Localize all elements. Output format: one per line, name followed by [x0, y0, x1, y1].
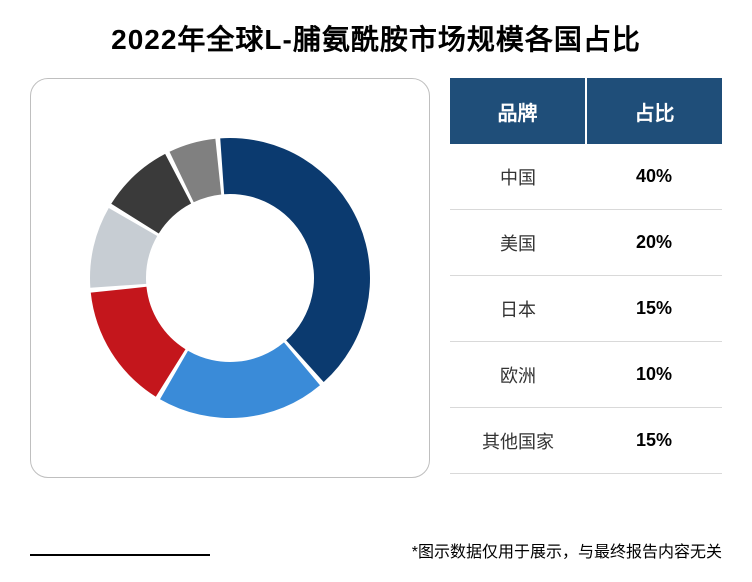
td-value: 15%: [586, 276, 722, 341]
td-value: 15%: [586, 408, 722, 473]
content-row: 品牌 占比 中国 40% 美国 20% 日本 15% 欧洲 10% 其他国家 1…: [0, 58, 752, 478]
table-row: 欧洲 10%: [450, 342, 722, 408]
table-row: 其他国家 15%: [450, 408, 722, 474]
data-table: 品牌 占比 中国 40% 美国 20% 日本 15% 欧洲 10% 其他国家 1…: [450, 78, 722, 478]
th-share: 占比: [585, 78, 722, 144]
td-label: 美国: [450, 210, 586, 275]
td-value: 10%: [586, 342, 722, 407]
donut-chart: [50, 98, 410, 458]
donut-slice: [160, 342, 320, 418]
footer-rule: [30, 554, 210, 556]
table-row: 中国 40%: [450, 144, 722, 210]
td-label: 欧洲: [450, 342, 586, 407]
td-label: 日本: [450, 276, 586, 341]
footer: *图示数据仅用于展示，与最终报告内容无关: [30, 538, 722, 562]
donut-slice: [220, 138, 370, 382]
table-row: 美国 20%: [450, 210, 722, 276]
td-label: 其他国家: [450, 408, 586, 473]
footnote: *图示数据仅用于展示，与最终报告内容无关: [412, 538, 722, 562]
td-label: 中国: [450, 144, 586, 209]
chart-panel: [30, 78, 430, 478]
td-value: 20%: [586, 210, 722, 275]
table-row: 日本 15%: [450, 276, 722, 342]
th-brand: 品牌: [450, 78, 585, 144]
table-header: 品牌 占比: [450, 78, 722, 144]
page-title: 2022年全球L-脯氨酰胺市场规模各国占比: [0, 0, 752, 58]
td-value: 40%: [586, 144, 722, 209]
